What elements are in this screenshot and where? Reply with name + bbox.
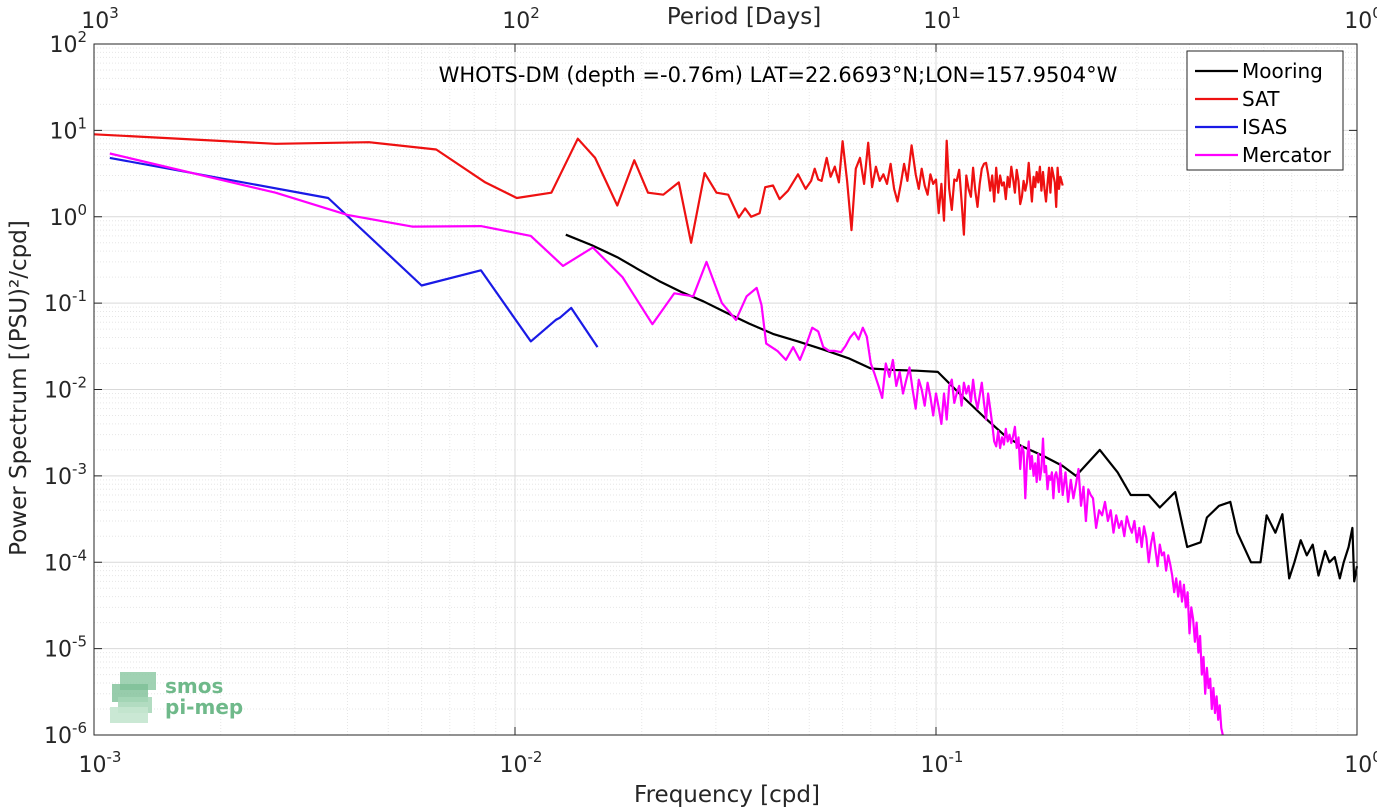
plot-title: WHOTS-DM (depth =-0.76m) LAT=22.6693°N;L… (439, 63, 1118, 87)
logo-mark-layer-4 (110, 707, 148, 723)
y-tick-label: 10-4 (44, 546, 87, 576)
legend: Mooring SAT ISAS Mercator (1186, 50, 1344, 171)
y-tick-label: 10-5 (44, 633, 87, 663)
x-tick-label: 10-3 (79, 748, 122, 778)
y-tick-labels: 10-6 10-5 10-4 10-3 10-2 10-1 100 101 102 (44, 28, 87, 749)
series-line-isas (109, 156, 599, 348)
legend-label-mooring: Mooring (1242, 59, 1323, 83)
top-axis-title: Period [Days] (667, 4, 821, 30)
top-tick-labels: 103 102 101 100 (81, 4, 1377, 34)
y-tick-label: 10-1 (44, 287, 87, 317)
x-tick-labels: 10-3 10-2 10-1 100 (79, 748, 1377, 778)
logo-text-smos: smos (165, 674, 223, 698)
y-tick-label: 100 (49, 201, 87, 231)
smos-pi-mep-logo: smos pi-mep (110, 672, 243, 723)
series-layer (93, 133, 1359, 736)
y-tick-label: 10-2 (44, 374, 87, 404)
tick-marks (93, 43, 1358, 736)
legend-label-isas: ISAS (1242, 115, 1287, 139)
top-tick-label: 103 (81, 4, 119, 34)
top-tick-label: 102 (502, 4, 540, 34)
series-line-mooring (565, 233, 1359, 583)
x-tick-label: 10-2 (500, 748, 543, 778)
legend-label-mercator: Mercator (1242, 143, 1332, 167)
top-tick-label: 101 (923, 4, 961, 34)
y-axis-title: Power Spectrum [(PSU)²/cpd] (6, 220, 32, 556)
x-tick-label: 100 (1344, 748, 1377, 778)
y-tick-label: 101 (49, 114, 87, 144)
y-tick-label: 102 (49, 28, 87, 58)
x-axis-title: Frequency [cpd] (634, 782, 820, 808)
series-line-sat (93, 133, 1064, 244)
y-tick-label: 10-3 (44, 460, 87, 490)
y-tick-label: 10-6 (44, 719, 87, 749)
series-line-mercator (109, 152, 1224, 736)
top-tick-label: 100 (1344, 4, 1377, 34)
legend-label-sat: SAT (1242, 87, 1280, 111)
x-tick-label: 10-1 (921, 748, 964, 778)
logo-text-pi-mep: pi-mep (165, 695, 243, 719)
